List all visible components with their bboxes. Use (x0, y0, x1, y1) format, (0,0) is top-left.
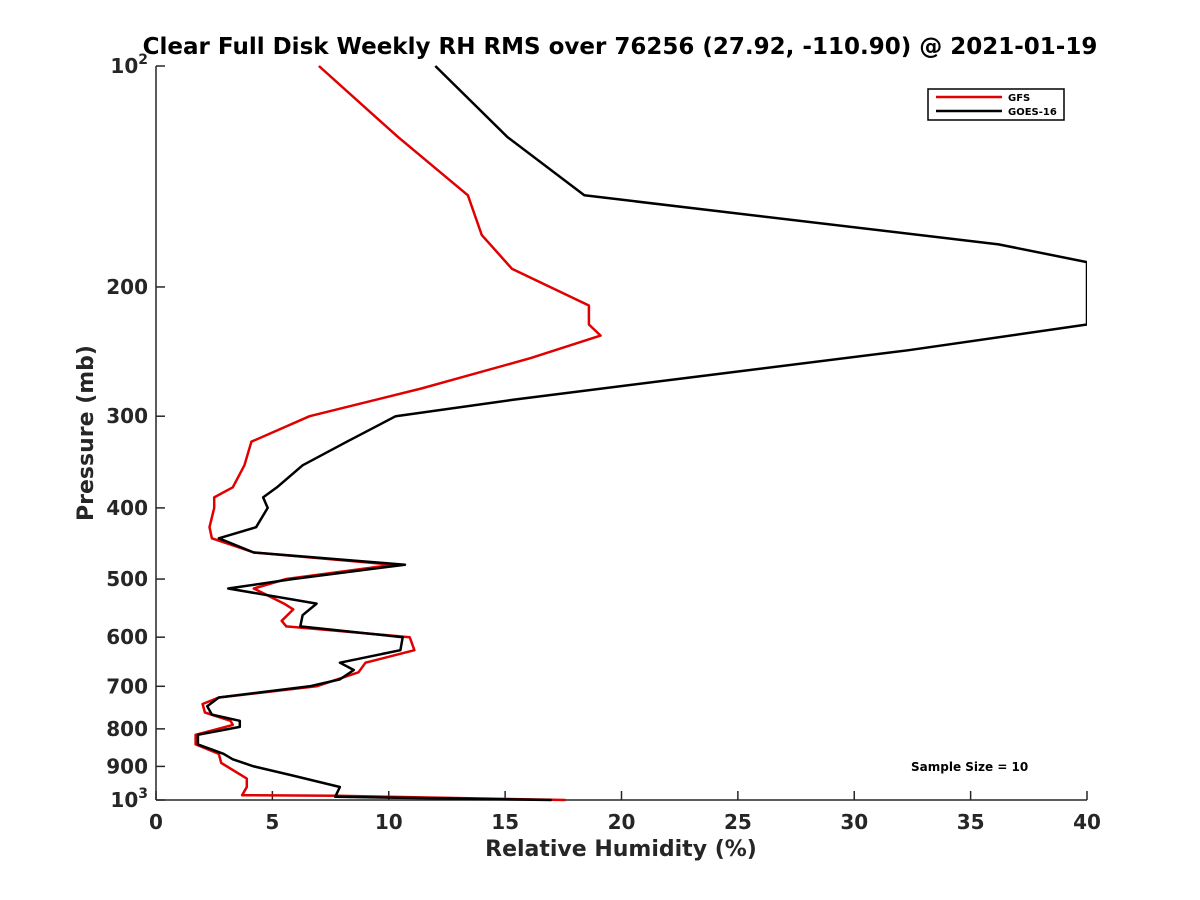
plot-area: 0 5 10 15 20 25 30 35 40 102 200 300 400 500 600 700 80… (106, 52, 1101, 834)
legend: GFS GOES-16 (927, 88, 1065, 121)
chart-title: Clear Full Disk Weekly RH RMS over 76256… (143, 34, 1098, 60)
x-tick-label: 30 (840, 810, 868, 834)
x-tick-label: 35 (957, 810, 985, 834)
x-tick-label: 5 (265, 810, 279, 834)
x-tick-label: 10 (375, 810, 403, 834)
x-axis-label: Relative Humidity (%) (485, 837, 757, 862)
legend-label-goes16: GOES-16 (1008, 107, 1057, 118)
y-tick-label: 500 (106, 567, 148, 591)
series-line-gfs (194, 65, 602, 802)
y-tick-label: 800 (106, 717, 148, 741)
x-ticks: 0 5 10 15 20 25 30 35 40 (149, 791, 1101, 834)
y-tick-label: 900 (106, 754, 148, 778)
y-tick-label: 700 (106, 674, 148, 698)
series-lines (194, 65, 1087, 802)
sample-size-annotation: Sample Size = 10 (911, 760, 1028, 774)
x-tick-label: 40 (1073, 810, 1101, 834)
x-tick-label: 20 (608, 810, 636, 834)
x-tick-label: 15 (491, 810, 519, 834)
legend-label-gfs: GFS (1008, 93, 1030, 104)
y-tick-label: 200 (106, 275, 148, 299)
y-tick-label: 103 (110, 786, 148, 812)
y-axis-label: Pressure (mb) (74, 345, 99, 521)
y-ticks: 102 200 300 400 500 600 700 800 900 103 (106, 52, 165, 812)
y-tick-label: 300 (106, 404, 148, 428)
y-tick-label: 102 (110, 52, 148, 78)
series-line-goes16 (196, 65, 1087, 802)
y-tick-label: 400 (106, 496, 148, 520)
x-tick-label: 25 (724, 810, 752, 834)
y-tick-label: 600 (106, 625, 148, 649)
legend-box (927, 88, 1065, 121)
x-tick-label: 0 (149, 810, 163, 834)
